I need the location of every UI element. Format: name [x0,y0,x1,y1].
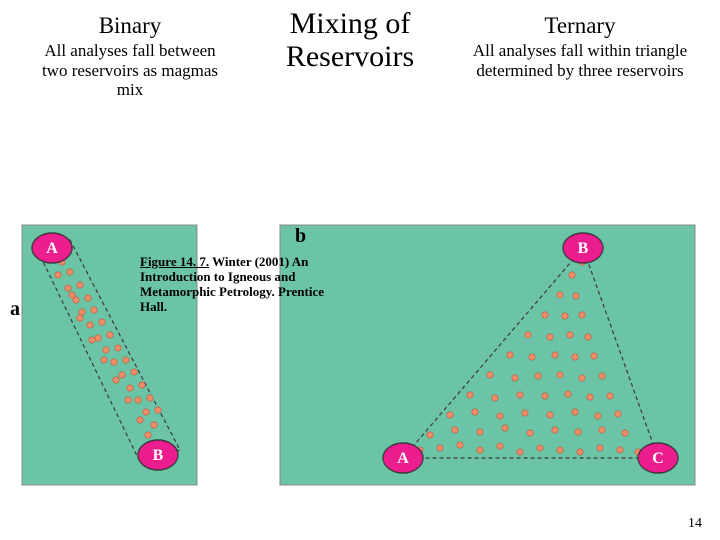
figure-caption: Figure 14. 7. Winter (2001) An Introduct… [140,255,350,315]
ternary-title: Ternary [470,13,690,39]
svg-text:A: A [397,450,409,467]
figure-area: A Ba A B Cb Figure 14. 7. Winter (2001) An I… [10,200,710,510]
svg-text:A: A [46,240,58,257]
svg-text:B: B [578,240,589,257]
svg-text:B: B [153,447,164,464]
main-title: Mixing of Reservoirs [240,7,460,73]
svg-text:C: C [652,450,664,467]
page-number: 14 [688,516,702,532]
mixing-diagram: A Ba A B Cb [10,200,710,510]
svg-text:b: b [295,225,306,247]
binary-subtitle: All analyses fall between two reservoirs… [30,41,230,100]
svg-text:a: a [10,298,20,320]
ternary-subtitle: All analyses fall within triangle determ… [470,41,690,80]
binary-title: Binary [30,13,230,39]
